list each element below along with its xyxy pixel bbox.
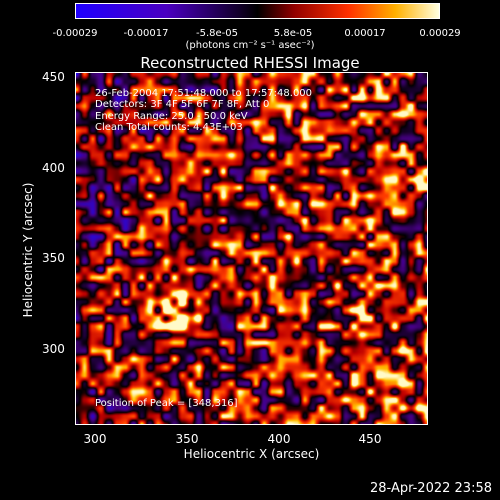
timestamp: 28-Apr-2022 23:58 [370, 481, 492, 496]
colorbar-tick-label: 5.8e-05 [273, 28, 313, 39]
y-tick-label: 350 [42, 251, 65, 265]
y-axis-label: Heliocentric Y (arcsec) [21, 182, 35, 318]
colorbar-tick-label: 0.00029 [419, 28, 461, 39]
x-tick-label: 450 [358, 432, 382, 446]
y-tick-label: 450 [42, 70, 65, 84]
info-counts: Clean Total counts: 4.43E+03 [95, 122, 243, 133]
y-tick-label: 400 [42, 161, 65, 175]
x-tick-label: 400 [267, 432, 291, 446]
peak-position-label: Position of Peak = [348,316] [95, 398, 238, 409]
colorbar-tick-label: -0.00029 [52, 28, 98, 39]
colorbar-units: (photons cm⁻² s⁻¹ asec⁻²) [185, 40, 315, 51]
plot-frame [75, 72, 428, 425]
colorbar [75, 3, 440, 19]
info-energy-range: Energy Range: 25.0 - 50.0 keV [95, 111, 248, 122]
x-tick-label: 350 [175, 432, 199, 446]
x-tick-label: 300 [83, 432, 107, 446]
info-detectors: Detectors: 3F 4F 5F 6F 7F 8F, Att 0 [95, 99, 270, 110]
colorbar-tick-label: -5.8e-05 [196, 28, 238, 39]
rhessi-image [76, 73, 427, 424]
colorbar-tick-label: 0.00017 [344, 28, 386, 39]
info-time-range: 26-Feb-2004 17:51:48.000 to 17:57:48.000 [95, 88, 313, 99]
x-axis-label: Heliocentric X (arcsec) [183, 447, 320, 461]
colorbar-tick-label: -0.00017 [123, 28, 169, 39]
y-tick-label: 300 [42, 342, 65, 356]
plot-title: Reconstructed RHESSI Image [140, 54, 360, 72]
